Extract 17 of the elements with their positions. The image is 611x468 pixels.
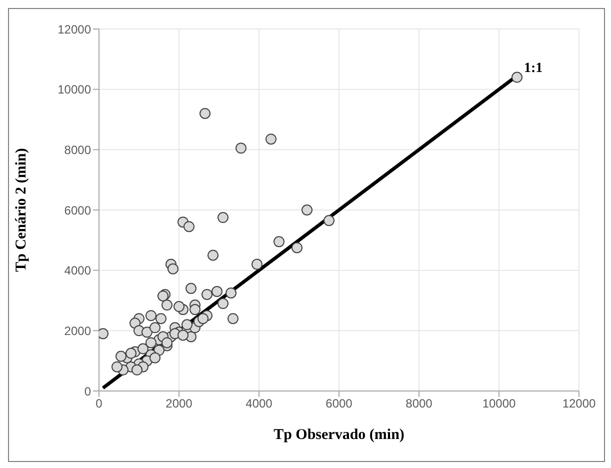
y-tick-label: 6000 [64, 203, 92, 218]
x-tick-label: 2000 [166, 396, 193, 411]
y-axis-title: Tp Cenário 2 (min) [14, 148, 30, 272]
x-tick-label: 4000 [246, 396, 273, 411]
x-tick-label: 6000 [326, 396, 353, 411]
y-tick-label: 4000 [64, 264, 92, 278]
y-tick-label: 0 [84, 384, 92, 398]
x-tick-label: 0 [96, 396, 103, 411]
x-tick-label: 12000 [562, 396, 596, 411]
y-tick-label: 12000 [58, 22, 92, 36]
annotation: 1:1 [524, 61, 543, 78]
y-tick-label: 8000 [64, 142, 92, 157]
x-axis-title: Tp Observado (min) [272, 427, 406, 444]
y-tick-label: 2000 [64, 324, 92, 338]
x-tick-label: 8000 [406, 396, 433, 411]
x-tick-label: 10000 [482, 396, 516, 411]
y-tick-label: 10000 [58, 82, 92, 97]
